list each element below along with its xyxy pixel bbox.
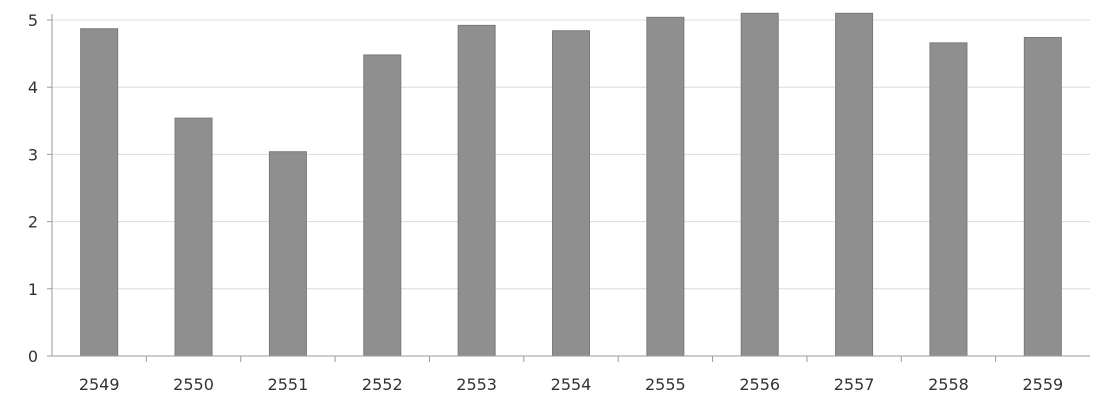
bars — [80, 12, 1062, 357]
x-tick-label: 2552 — [362, 375, 403, 394]
y-tick-label: 3 — [28, 145, 38, 164]
x-tick-label: 2556 — [739, 375, 780, 394]
tick-labels: 0 1 2 3 4 5 2549 2550 2551 2552 2553 2554 2555 2556 25… — [28, 11, 1063, 394]
x-tick-label: 2555 — [645, 375, 686, 394]
bar-2555 — [646, 16, 685, 357]
x-tick-label: 2559 — [1022, 375, 1063, 394]
y-tick-label: 4 — [28, 78, 38, 97]
axes — [47, 14, 1090, 362]
x-tick-label: 2551 — [268, 375, 309, 394]
bar-2559 — [1023, 36, 1062, 357]
bar-2552 — [363, 54, 402, 357]
bar-2549 — [80, 28, 119, 357]
x-tick-label: 2557 — [834, 375, 875, 394]
x-tick-label: 2549 — [79, 375, 120, 394]
y-tick-label: 2 — [28, 213, 38, 232]
bar-2550 — [174, 117, 213, 357]
x-tick-label: 2550 — [173, 375, 214, 394]
bar-2551 — [268, 151, 307, 357]
x-tick-label: 2558 — [928, 375, 969, 394]
bar-2554 — [552, 30, 590, 357]
y-tick-label: 1 — [28, 280, 38, 299]
x-tick-label: 2554 — [551, 375, 592, 394]
x-tick-label: 2553 — [456, 375, 497, 394]
bar-2557 — [835, 12, 874, 357]
y-tick-label: 5 — [28, 11, 38, 30]
bar-2553 — [457, 24, 496, 357]
y-tick-label: 0 — [28, 347, 38, 366]
bar-2558 — [929, 42, 968, 357]
bar-2556 — [740, 12, 779, 357]
